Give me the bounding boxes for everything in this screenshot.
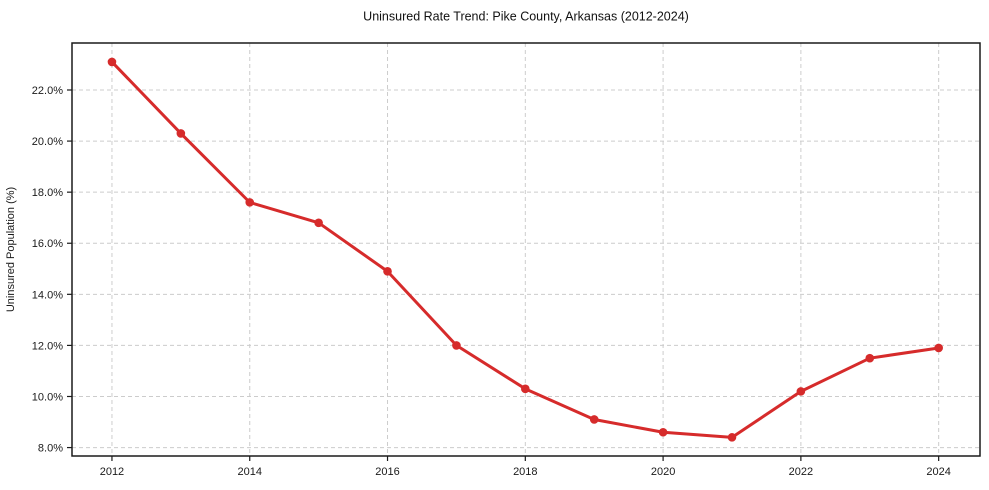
y-tick-label: 8.0%: [38, 443, 63, 455]
y-axis-label: Uninsured Population (%): [5, 187, 17, 312]
data-point: [314, 218, 323, 228]
gridlines: [72, 43, 980, 456]
y-tick-label: 20.0%: [32, 136, 63, 148]
data-point: [658, 427, 668, 437]
y-tick-label: 12.0%: [32, 340, 63, 352]
x-tick-label: 2024: [926, 466, 950, 478]
data-point: [452, 341, 461, 350]
data-point: [107, 57, 117, 67]
y-tick-label: 22.0%: [32, 85, 63, 97]
plot-border: [71, 42, 981, 457]
x-tick-label: 2022: [789, 466, 813, 478]
data-point: [865, 353, 875, 363]
x-tick-label: 2014: [237, 466, 261, 478]
data-point: [934, 343, 943, 353]
y-tick-label: 10.0%: [32, 391, 63, 403]
data-point: [176, 129, 186, 138]
axis-tick-labels: 8.0% 10.0% 12.0% 14.0% 16.0% 18.0% 20.0% 22.0% 2…: [32, 85, 951, 478]
axis-ticks: [67, 89, 940, 461]
x-tick-label: 2020: [651, 466, 675, 478]
data-point: [521, 384, 530, 394]
y-tick-label: 16.0%: [32, 238, 63, 250]
x-tick-label: 2016: [375, 466, 399, 478]
x-tick-label: 2012: [100, 466, 124, 478]
data-point: [383, 267, 392, 276]
data-point: [727, 433, 737, 442]
data-point: [245, 198, 255, 207]
data-point: [796, 387, 806, 396]
x-tick-label: 2018: [513, 466, 537, 478]
chart-title: Uninsured Rate Trend: Pike County, Arkan…: [363, 10, 689, 24]
y-tick-label: 14.0%: [32, 289, 63, 301]
y-tick-label: 18.0%: [32, 187, 63, 199]
data-point-markers: [107, 57, 943, 442]
data-point: [589, 415, 599, 424]
